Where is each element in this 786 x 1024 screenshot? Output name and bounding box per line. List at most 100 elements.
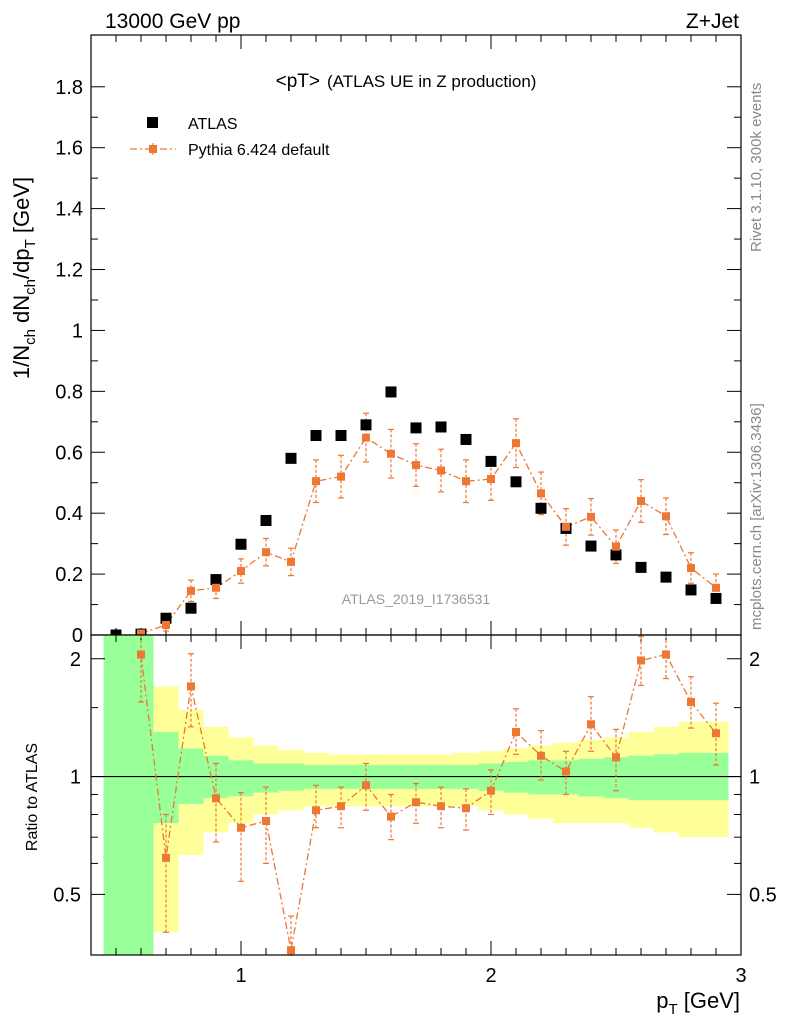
- atlas-marker: [285, 452, 297, 464]
- atlas-marker: [585, 540, 597, 552]
- ratio-marker: [412, 798, 420, 807]
- main-y-tick-label: 1.2: [55, 260, 83, 282]
- pythia-marker: [262, 548, 270, 557]
- pythia-marker: [612, 542, 620, 551]
- main-y-tick-label: 1.6: [55, 138, 83, 160]
- ratio-y-axis-label: Ratio to ATLAS: [24, 743, 41, 851]
- ratio-panel: 0.5 0.5 1 1 2 2 1 2 3 Ratio to ATLAS: [24, 634, 777, 987]
- atlas-marker: [710, 592, 722, 604]
- pythia-marker: [287, 557, 295, 566]
- main-y-tick-label: 0: [72, 625, 83, 647]
- atlas-marker: [535, 502, 547, 514]
- pythia-marker: [237, 567, 245, 576]
- ratio-marker: [712, 729, 720, 738]
- pythia-marker: [562, 522, 570, 531]
- ratio-marker: [637, 656, 645, 665]
- stat-band: [103, 635, 129, 955]
- atlas-marker: [185, 602, 197, 614]
- legend-atlas-marker: [147, 117, 158, 128]
- atlas-marker: [385, 386, 397, 398]
- pythia-marker: [387, 449, 395, 458]
- stat-band: [153, 731, 179, 824]
- ratio-marker: [537, 751, 545, 760]
- plot-subtitle: (ATLAS UE in Z production): [327, 72, 536, 91]
- ratio-tick-labels: 0.5 0.5 1 1 2 2 1 2 3: [53, 649, 777, 987]
- energy-label: 13000 GeV pp: [105, 10, 240, 33]
- ratio-marker: [262, 816, 270, 825]
- process-label: Z+Jet: [686, 10, 739, 33]
- ratio-marker: [162, 853, 170, 862]
- main-y-tick-label: 1.8: [55, 77, 83, 99]
- main-y-tick-label: 0.2: [55, 564, 83, 586]
- atlas-marker: [160, 612, 172, 624]
- pythia-marker: [662, 512, 670, 521]
- atlas-marker: [210, 574, 222, 586]
- pythia-marker: [212, 583, 220, 592]
- ratio-marker: [362, 781, 370, 790]
- pythia-error-bars: [138, 412, 719, 636]
- x-tick-label: 3: [735, 965, 746, 987]
- pythia-marker: [162, 620, 170, 629]
- ratio-y-tick-label: 0.5: [53, 884, 81, 906]
- ratio-marker: [612, 753, 620, 762]
- pythia-marker: [412, 461, 420, 470]
- main-y-tick-label: 1: [72, 320, 83, 342]
- pythia-marker: [637, 496, 645, 505]
- x-tick-label: 2: [485, 965, 496, 987]
- ratio-marker: [562, 767, 570, 776]
- pythia-marker: [187, 586, 195, 595]
- pythia-marker: [687, 563, 695, 572]
- atlas-marker: [635, 561, 647, 573]
- atlas-marker: [460, 433, 472, 445]
- atlas-marker: [660, 571, 672, 583]
- atlas-marker: [510, 476, 522, 488]
- legend-pythia-marker: [149, 145, 157, 153]
- atlas-marker: [335, 430, 347, 442]
- pythia-marker: [362, 433, 370, 442]
- pythia-marker: [587, 512, 595, 521]
- atlas-marker: [360, 419, 372, 431]
- ratio-marker: [212, 794, 220, 803]
- rivet-version-label: Rivet 3.1.10, 300k events: [748, 83, 765, 252]
- ratio-marker: [487, 786, 495, 795]
- ratio-y-tick-label: 2: [70, 649, 81, 671]
- ratio-marker: [237, 823, 245, 832]
- pythia-marker: [712, 583, 720, 592]
- main-y-tick-label: 0.6: [55, 442, 83, 464]
- stat-band: [603, 757, 629, 799]
- x-axis-label: pT [GeV]: [656, 988, 740, 1018]
- main-y-tick-labels: 0 0.2 0.4 0.6 0.8 1 1.2 1.4 1.6 1.8: [55, 77, 83, 647]
- pythia-marker: [512, 439, 520, 448]
- atlas-marker: [235, 538, 247, 550]
- ratio-marker: [512, 727, 520, 736]
- stat-band: [628, 755, 654, 801]
- ratio-marker: [312, 806, 320, 815]
- stat-band: [653, 754, 679, 801]
- stat-band: [578, 758, 604, 797]
- ratio-y-tick-label-right: 1: [749, 767, 760, 789]
- ratio-y-tick-label-right: 2: [749, 649, 760, 671]
- x-tick-label: 1: [235, 965, 246, 987]
- pythia-marker: [537, 489, 545, 498]
- ratio-marker: [287, 946, 295, 955]
- pythia-marker: [337, 472, 345, 481]
- pythia-marker: [487, 475, 495, 484]
- atlas-marker: [685, 584, 697, 596]
- stat-band: [503, 761, 529, 793]
- atlas-marker: [310, 430, 322, 442]
- pythia-line: [140, 436, 717, 635]
- pythia-marker: [312, 477, 320, 486]
- plot-title: <pT>: [276, 71, 320, 92]
- atlas-marker: [610, 549, 622, 561]
- atlas-marker: [260, 514, 272, 526]
- ratio-marker: [662, 650, 670, 659]
- ratio-marker: [437, 802, 445, 811]
- main-y-tick-label: 0.4: [55, 503, 83, 525]
- legend: ATLAS Pythia 6.424 default: [130, 116, 330, 159]
- stat-band: [228, 760, 254, 797]
- ratio-marker: [187, 682, 195, 691]
- legend-pythia-label: Pythia 6.424 default: [188, 142, 330, 159]
- pythia-marker: [437, 466, 445, 475]
- stat-band: [128, 635, 154, 955]
